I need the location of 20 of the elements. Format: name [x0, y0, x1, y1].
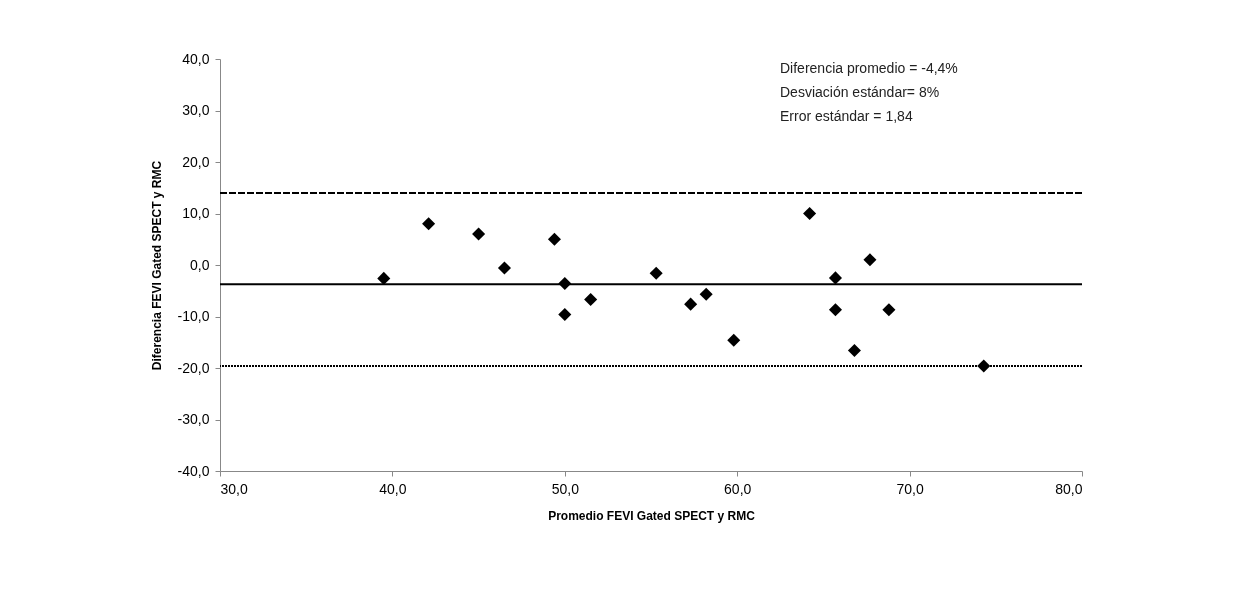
y-tick-label: 10,0: [182, 205, 210, 221]
x-axis-title: Promedio FEVI Gated SPECT y RMC: [548, 508, 756, 523]
y-tick-label: -20,0: [177, 359, 210, 376]
y-tick-label: -40,0: [177, 462, 210, 479]
y-tick-label: -30,0: [177, 411, 210, 427]
y-tick-label: 40,0: [182, 50, 210, 67]
y-tick-label: 0,0: [190, 256, 210, 273]
x-tick-label: 80,0: [1055, 480, 1083, 497]
x-tick-label: 60,0: [724, 480, 752, 497]
annotation: Error estándar = 1,84: [780, 108, 913, 124]
x-tick-label: 50,0: [551, 480, 580, 497]
y-tick-label: -10,0: [177, 308, 210, 324]
x-tick-label: 40,0: [379, 480, 407, 497]
y-tick-label: 20,0: [182, 153, 210, 170]
x-tick-label: 70,0: [896, 480, 924, 497]
y-axis-title: Diferencia FEVI Gated SPECT y RMC: [149, 160, 164, 371]
annotation: Desviación estándar= 8%: [780, 84, 940, 100]
annotation: Diferencia promedio = -4,4%: [780, 60, 958, 76]
x-tick-label: 30,0: [220, 480, 248, 497]
y-tick-label: 30,0: [182, 102, 210, 118]
